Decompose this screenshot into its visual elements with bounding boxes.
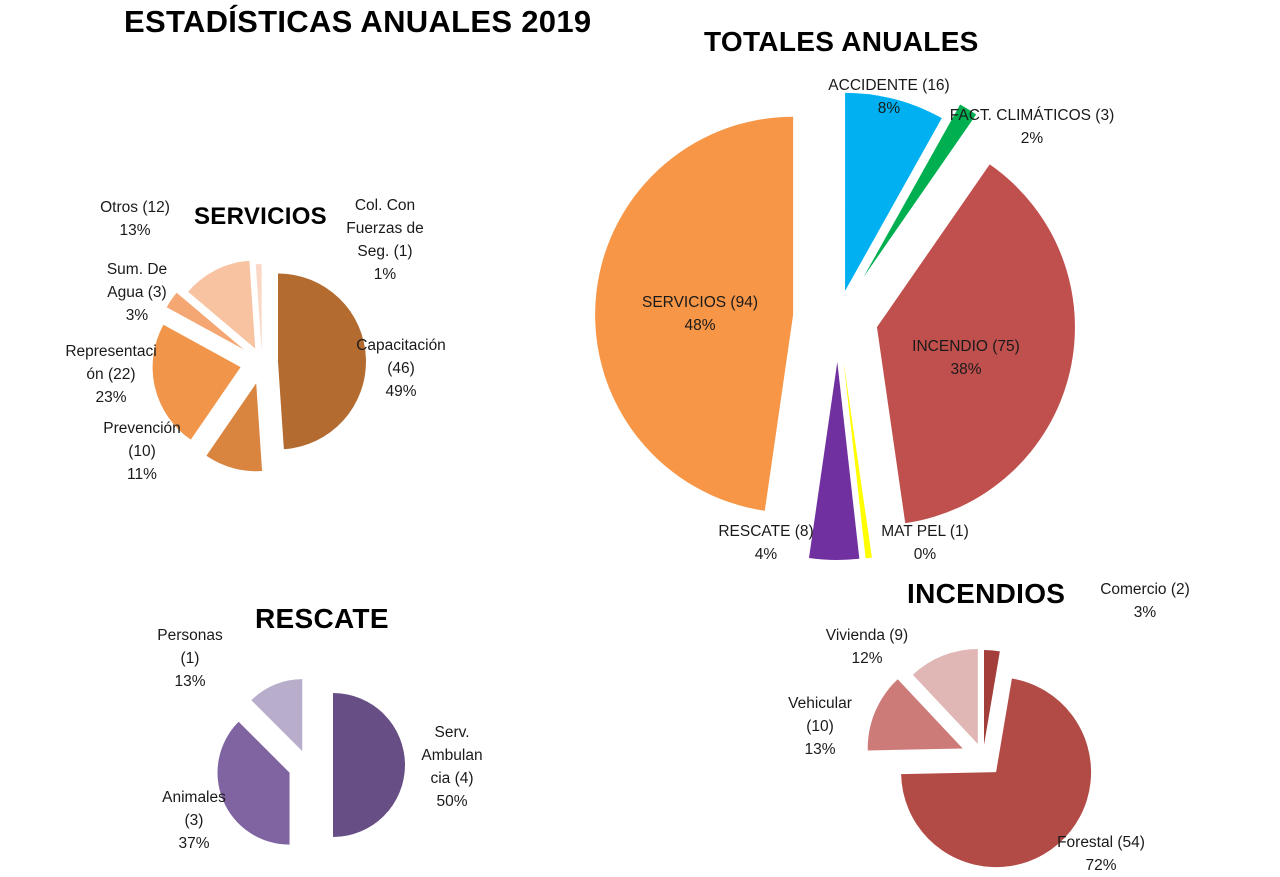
pie-totales <box>595 92 1075 560</box>
page-title: ESTADÍSTICAS ANUALES 2019 <box>124 4 592 39</box>
data-label-text: Sum. De <box>106 261 168 278</box>
data-label-percent: 13% <box>119 222 151 239</box>
slice-totales-incendio <box>876 164 1075 524</box>
slice-servicios-capacitacion <box>277 273 366 450</box>
data-label-servicios-prevencion: Prevención (10) 11% <box>103 417 181 486</box>
data-label-text: MAT PEL (1) <box>881 523 969 540</box>
slice-totales-rescate <box>808 361 860 560</box>
data-label-percent: 13% <box>174 673 206 690</box>
data-label-text: (46) <box>387 360 415 377</box>
slice-totales-matpel <box>843 361 872 559</box>
chart-title-incendios: INCENDIOS <box>907 578 1066 609</box>
data-label-percent: 49% <box>385 383 417 400</box>
slice-rescate-personas <box>251 679 303 752</box>
data-label-percent: 8% <box>877 100 901 117</box>
data-label-servicios-otros: Otros (12) 13% <box>100 196 170 242</box>
data-label-text: Otros (12) <box>100 199 170 216</box>
data-label-percent: 3% <box>125 307 149 324</box>
slice-servicios-prevencion <box>206 383 263 472</box>
data-label-percent: 0% <box>913 546 937 563</box>
pie-rescate <box>217 679 405 845</box>
data-label-percent: 38% <box>950 361 982 378</box>
data-label-totales-servicios: SERVICIOS (94) 48% <box>642 291 758 337</box>
slice-incendios-vehicular <box>867 679 963 751</box>
slice-totales-accidente <box>845 92 942 291</box>
data-label-percent: 50% <box>436 793 468 810</box>
data-label-percent: 1% <box>373 266 397 283</box>
data-label-rescate-animales: Animales (3) 37% <box>162 786 226 855</box>
data-label-text: Forestal (54) <box>1057 834 1145 851</box>
slice-servicios-colfuerzas <box>255 264 262 353</box>
data-label-text: Col. Con <box>354 197 416 214</box>
data-label-text: (1) <box>180 650 200 667</box>
data-label-incendios-comercio: Comercio (2) 3% <box>1100 578 1190 624</box>
data-label-text: Agua (3) <box>107 284 167 301</box>
data-label-percent: 12% <box>851 650 883 667</box>
data-label-percent: 4% <box>754 546 778 563</box>
data-label-text: (10) <box>806 718 834 735</box>
data-label-text: Personas <box>157 627 223 644</box>
chart-title-totales: TOTALES ANUALES <box>704 26 979 57</box>
pie-servicios <box>152 260 366 472</box>
data-label-percent: 72% <box>1085 857 1117 874</box>
data-label-servicios-capacitacion: Capacitación (46) 49% <box>356 334 446 403</box>
slice-totales-servicios <box>595 116 794 511</box>
data-label-servicios-representacion: Representaci ón (22) 23% <box>65 340 156 409</box>
slice-servicios-sumagua <box>166 292 244 350</box>
data-label-text: SERVICIOS (94) <box>641 294 759 311</box>
data-label-text: Comercio (2) <box>1100 581 1190 598</box>
data-label-percent: 11% <box>127 466 157 483</box>
slice-rescate-ambulancia <box>333 693 405 837</box>
data-label-totales-accidente: ACCIDENTE (16) 8% <box>828 74 949 120</box>
data-label-text: Fuerzas de <box>346 220 424 237</box>
data-label-text: (3) <box>184 812 204 829</box>
data-label-text: Capacitación <box>356 337 446 354</box>
data-label-text: Representaci <box>65 343 157 360</box>
data-label-rescate-ambulancia: Serv. Ambulan cia (4) 50% <box>421 721 482 813</box>
slice-servicios-otros <box>188 260 256 349</box>
data-label-text: Prevención <box>103 420 181 437</box>
data-label-text: ACCIDENTE (16) <box>828 77 950 94</box>
data-label-percent: 2% <box>1020 130 1044 147</box>
data-label-text: Ambulan <box>421 747 483 764</box>
data-label-rescate-personas: Personas (1) 13% <box>157 624 222 693</box>
data-label-incendios-forestal: Forestal (54) 72% <box>1057 831 1145 877</box>
data-label-text: INCENDIO (75) <box>912 338 1020 355</box>
data-label-totales-matpel: MAT PEL (1) 0% <box>881 520 969 566</box>
data-label-percent: 23% <box>95 389 127 406</box>
data-label-percent: 48% <box>684 317 716 334</box>
data-label-text: cia (4) <box>430 770 474 787</box>
data-label-text: FACT. CLIMÁTICOS (3) <box>949 107 1115 124</box>
data-label-text: Animales <box>162 789 226 806</box>
data-label-text: Seg. (1) <box>357 243 413 260</box>
slice-incendios-comercio <box>984 650 1000 746</box>
data-label-servicios-sumagua: Sum. De Agua (3) 3% <box>107 258 167 327</box>
chart-title-servicios: SERVICIOS <box>194 203 327 230</box>
slice-servicios-representacion <box>152 324 241 440</box>
chart-title-rescate: RESCATE <box>255 603 389 634</box>
data-label-text: (10) <box>128 443 156 460</box>
data-label-percent: 37% <box>178 835 210 852</box>
data-label-percent: 3% <box>1133 604 1157 621</box>
data-label-totales-rescate: RESCATE (8) 4% <box>718 520 813 566</box>
data-label-servicios-colfuerzas: Col. Con Fuerzas de Seg. (1) 1% <box>346 194 424 286</box>
data-label-text: Vivienda (9) <box>825 627 909 644</box>
data-label-incendios-vivienda: Vivienda (9) 12% <box>826 624 908 670</box>
slice-totales-fact <box>863 104 977 278</box>
slice-incendios-vivienda <box>912 648 978 744</box>
slice-incendios-forestal <box>901 678 1092 868</box>
data-label-text: ón (22) <box>86 366 136 383</box>
data-label-totales-incendio: INCENDIO (75) 38% <box>912 335 1020 381</box>
data-label-text: RESCATE (8) <box>718 523 814 540</box>
data-label-text: Vehicular <box>788 695 852 712</box>
data-label-percent: 13% <box>804 741 836 758</box>
pie-incendios <box>867 648 1092 868</box>
data-label-text: Serv. <box>434 724 470 741</box>
data-label-incendios-vehicular: Vehicular (10) 13% <box>788 692 852 761</box>
slice-rescate-animales <box>217 721 290 845</box>
data-label-totales-fact: FACT. CLIMÁTICOS (3) 2% <box>950 104 1115 150</box>
